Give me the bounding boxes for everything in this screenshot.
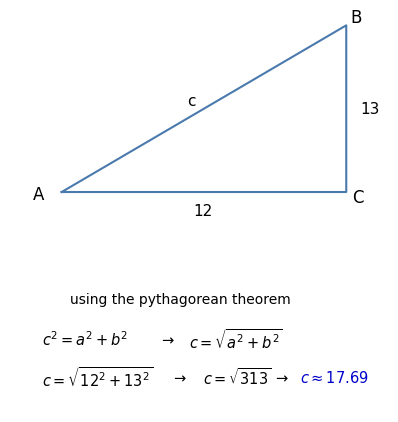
Text: $\rightarrow$: $\rightarrow$ xyxy=(159,332,176,347)
Text: 12: 12 xyxy=(193,203,213,219)
Text: $c=\sqrt{313}$: $c=\sqrt{313}$ xyxy=(203,367,271,388)
Text: $c\approx17.69$: $c\approx17.69$ xyxy=(300,370,369,386)
Text: c: c xyxy=(187,94,195,109)
Text: $\rightarrow$: $\rightarrow$ xyxy=(171,370,187,385)
Text: $c=\sqrt{12^2+13^2}$: $c=\sqrt{12^2+13^2}$ xyxy=(42,366,153,390)
Text: $\rightarrow$: $\rightarrow$ xyxy=(273,370,289,385)
Text: $c=\sqrt{a^2+b^2}$: $c=\sqrt{a^2+b^2}$ xyxy=(189,328,283,352)
Text: using the pythagorean theorem: using the pythagorean theorem xyxy=(70,292,291,307)
Text: A: A xyxy=(33,186,45,204)
Text: $c^2=a^2+b^2$: $c^2=a^2+b^2$ xyxy=(42,330,128,349)
Text: B: B xyxy=(351,9,362,27)
Text: C: C xyxy=(352,189,363,207)
Text: 13: 13 xyxy=(361,102,380,117)
